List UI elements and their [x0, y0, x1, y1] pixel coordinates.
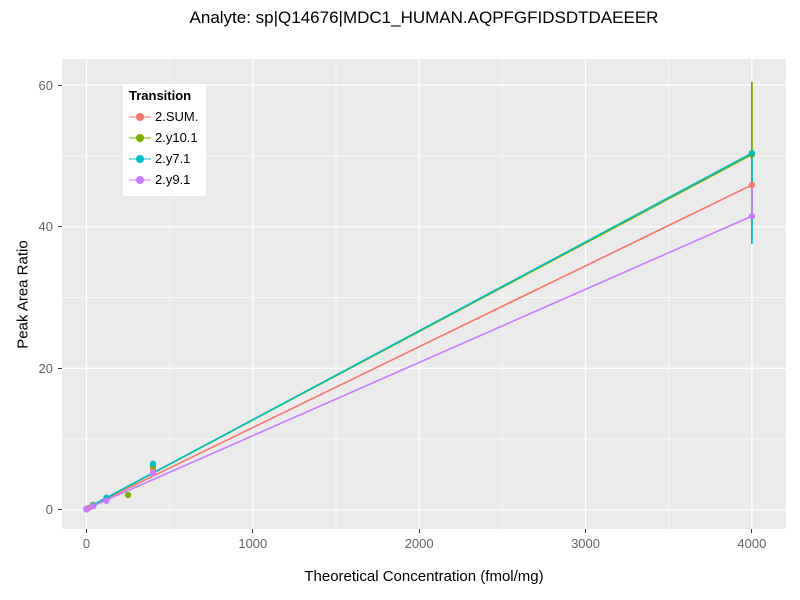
- x-tick-label: 2000: [404, 536, 434, 551]
- data-point: [748, 149, 756, 157]
- data-point: [748, 212, 756, 220]
- data-point: [149, 460, 157, 468]
- legend-key-line-point-icon: [129, 172, 151, 188]
- legend-key-dot: [136, 112, 144, 121]
- legend-key-line-point-icon: [129, 151, 151, 167]
- legend-key-line-point-icon: [129, 130, 151, 146]
- data-point: [748, 181, 756, 189]
- x-tick-label: 4000: [737, 536, 767, 551]
- legend-item-label: 2.y10.1: [155, 130, 198, 145]
- data-point: [124, 491, 132, 499]
- x-tick-mark: [418, 529, 420, 533]
- x-tick-mark: [85, 529, 87, 533]
- y-tick-mark: [58, 84, 62, 86]
- x-tick-label: 1000: [238, 536, 268, 551]
- legend-item-label: 2.SUM.: [155, 109, 199, 124]
- legend-item-label: 2.y7.1: [155, 151, 191, 166]
- legend-key-dot: [136, 154, 144, 163]
- y-tick-label: 40: [38, 219, 53, 235]
- legend-key-dot: [136, 175, 144, 184]
- chart-title: Analyte: sp|Q14676|MDC1_HUMAN.AQPFGFIDSD…: [189, 8, 659, 27]
- data-point: [83, 505, 90, 513]
- x-axis-title: Theoretical Concentration (fmol/mg): [304, 568, 544, 585]
- y-tick-label: 60: [38, 77, 53, 93]
- legend-item: 2.y10.1: [129, 127, 198, 148]
- legend-key-line-point-icon: [129, 109, 151, 125]
- x-tick-label: 3000: [571, 536, 600, 551]
- legend-key-dot: [136, 133, 144, 142]
- y-axis-title: Peak Area Ratio: [14, 240, 32, 349]
- x-tick-mark: [252, 529, 254, 533]
- y-tick-mark: [58, 367, 62, 369]
- legend-item: 2.y7.1: [129, 148, 198, 169]
- y-tick-mark: [58, 226, 62, 228]
- data-point: [103, 497, 110, 504]
- legend-title: Transition: [129, 88, 192, 103]
- x-tick-mark: [585, 529, 587, 533]
- y-tick-mark: [58, 509, 62, 511]
- series-line: [86, 215, 753, 510]
- series-line: [86, 152, 753, 510]
- legend-item: 2.SUM.: [129, 106, 198, 127]
- y-tick-label: 20: [38, 360, 53, 376]
- series-line: [86, 184, 753, 510]
- x-tick-mark: [751, 529, 753, 533]
- x-tick-label: 0: [82, 536, 91, 551]
- legend-items: 2.SUM. 2.y10.1 2.y7.1 2.y9.1: [129, 106, 198, 190]
- legend-item-label: 2.y9.1: [155, 172, 191, 187]
- legend: Transition 2.SUM. 2.y10.1 2.y7.1 2.y9.1: [123, 84, 207, 196]
- data-point: [89, 503, 97, 510]
- legend-item: 2.y9.1: [129, 169, 198, 190]
- data-point: [149, 469, 157, 477]
- y-tick-label: 0: [45, 502, 53, 518]
